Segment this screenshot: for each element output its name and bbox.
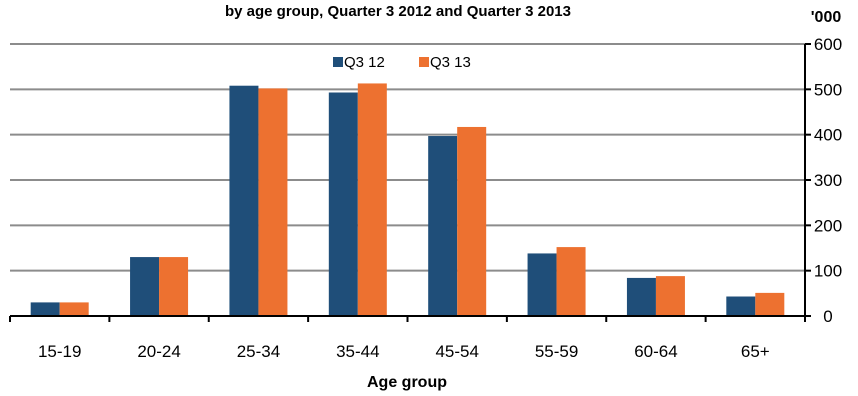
y-tick-labels: 0 100 200 300 400 500 600 — [814, 35, 842, 326]
y-tick-label: 600 — [814, 35, 842, 54]
bar — [229, 85, 259, 316]
bar — [357, 83, 387, 316]
y-tick-label: 400 — [814, 126, 842, 145]
bar — [626, 277, 656, 316]
x-tick-label: 15-19 — [38, 342, 81, 361]
x-tick-label: 65+ — [741, 342, 770, 361]
legend-label: Q3 13 — [430, 54, 471, 71]
x-tick-label: 20-24 — [137, 342, 180, 361]
bar — [130, 257, 160, 316]
x-tick-label: 45-54 — [435, 342, 478, 361]
bar — [726, 296, 756, 316]
x-tick-label: 55-59 — [535, 342, 578, 361]
bar — [457, 126, 487, 317]
x-tick-labels: 15-19 20-24 25-34 35-44 45-54 55-59 60-64 65+ — [38, 342, 770, 361]
y-tick-label: 300 — [814, 171, 842, 190]
axes — [9, 43, 811, 322]
bar — [59, 302, 89, 316]
x-axis-label: Age group — [367, 374, 447, 391]
y-tick-label: 500 — [814, 80, 842, 99]
bar — [428, 136, 458, 316]
chart-title: by age group, Quarter 3 2012 and Quarter… — [225, 3, 571, 20]
x-tick-label: 25-34 — [237, 342, 280, 361]
y-tick-label: 0 — [823, 307, 832, 326]
gridlines — [10, 43, 805, 272]
bar — [328, 92, 358, 316]
legend: Q3 12 Q3 13 — [333, 54, 471, 71]
bar — [159, 257, 189, 316]
legend-swatch — [419, 57, 429, 67]
x-tick-label: 60-64 — [634, 342, 677, 361]
bar — [527, 253, 557, 316]
legend-swatch — [333, 57, 343, 67]
bar — [556, 247, 586, 316]
bar — [30, 302, 60, 316]
bar — [755, 292, 785, 316]
y-tick-label: 200 — [814, 216, 842, 235]
bar — [258, 88, 288, 316]
y-axis-unit-label: '000 — [811, 9, 842, 26]
x-tick-label: 35-44 — [336, 342, 379, 361]
bar — [655, 276, 685, 316]
bars — [30, 83, 785, 317]
y-tick-label: 100 — [814, 262, 842, 281]
legend-label: Q3 12 — [344, 54, 385, 71]
